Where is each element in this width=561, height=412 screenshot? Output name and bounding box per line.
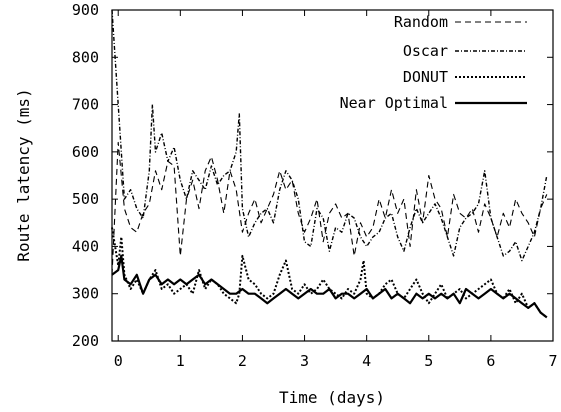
series-line-random (111, 141, 548, 275)
legend: Random Oscar DONUT Near Optimal (340, 13, 527, 112)
y-tick-label: 800 (72, 48, 99, 66)
x-tick-label: 2 (238, 352, 247, 370)
x-tick-label: 0 (114, 352, 123, 370)
x-axis-label: Time (days) (279, 388, 385, 407)
legend-label: DONUT (403, 68, 448, 86)
x-tick-label: 3 (300, 352, 309, 370)
series-line-near-optimal (111, 254, 548, 319)
y-tick-label: 400 (72, 237, 99, 255)
tick-layer: 0 1 2 3 4 5 6 7 200 300 400 500 600 700 800 900 (72, 1, 558, 370)
legend-label: Near Optimal (340, 94, 448, 112)
y-tick-label: 700 (72, 96, 99, 114)
y-tick-label: 500 (72, 190, 99, 208)
y-tick-label: 900 (72, 1, 99, 19)
x-tick-label: 4 (362, 352, 371, 370)
y-axis-label: Route latency (ms) (14, 88, 33, 261)
y-tick-label: 200 (72, 332, 99, 350)
plot-frame (111, 9, 554, 342)
x-tick-label: 6 (486, 352, 495, 370)
x-tick-label: 7 (548, 352, 557, 370)
series-layer (111, 9, 548, 319)
y-tick-label: 600 (72, 143, 99, 161)
legend-label: Random (394, 13, 448, 31)
x-tick-label: 1 (176, 352, 185, 370)
y-tick-label: 300 (72, 285, 99, 303)
x-tick-label: 5 (424, 352, 433, 370)
series-line-oscar (111, 9, 548, 262)
legend-label: Oscar (403, 42, 448, 60)
series-line-donut (111, 227, 548, 319)
